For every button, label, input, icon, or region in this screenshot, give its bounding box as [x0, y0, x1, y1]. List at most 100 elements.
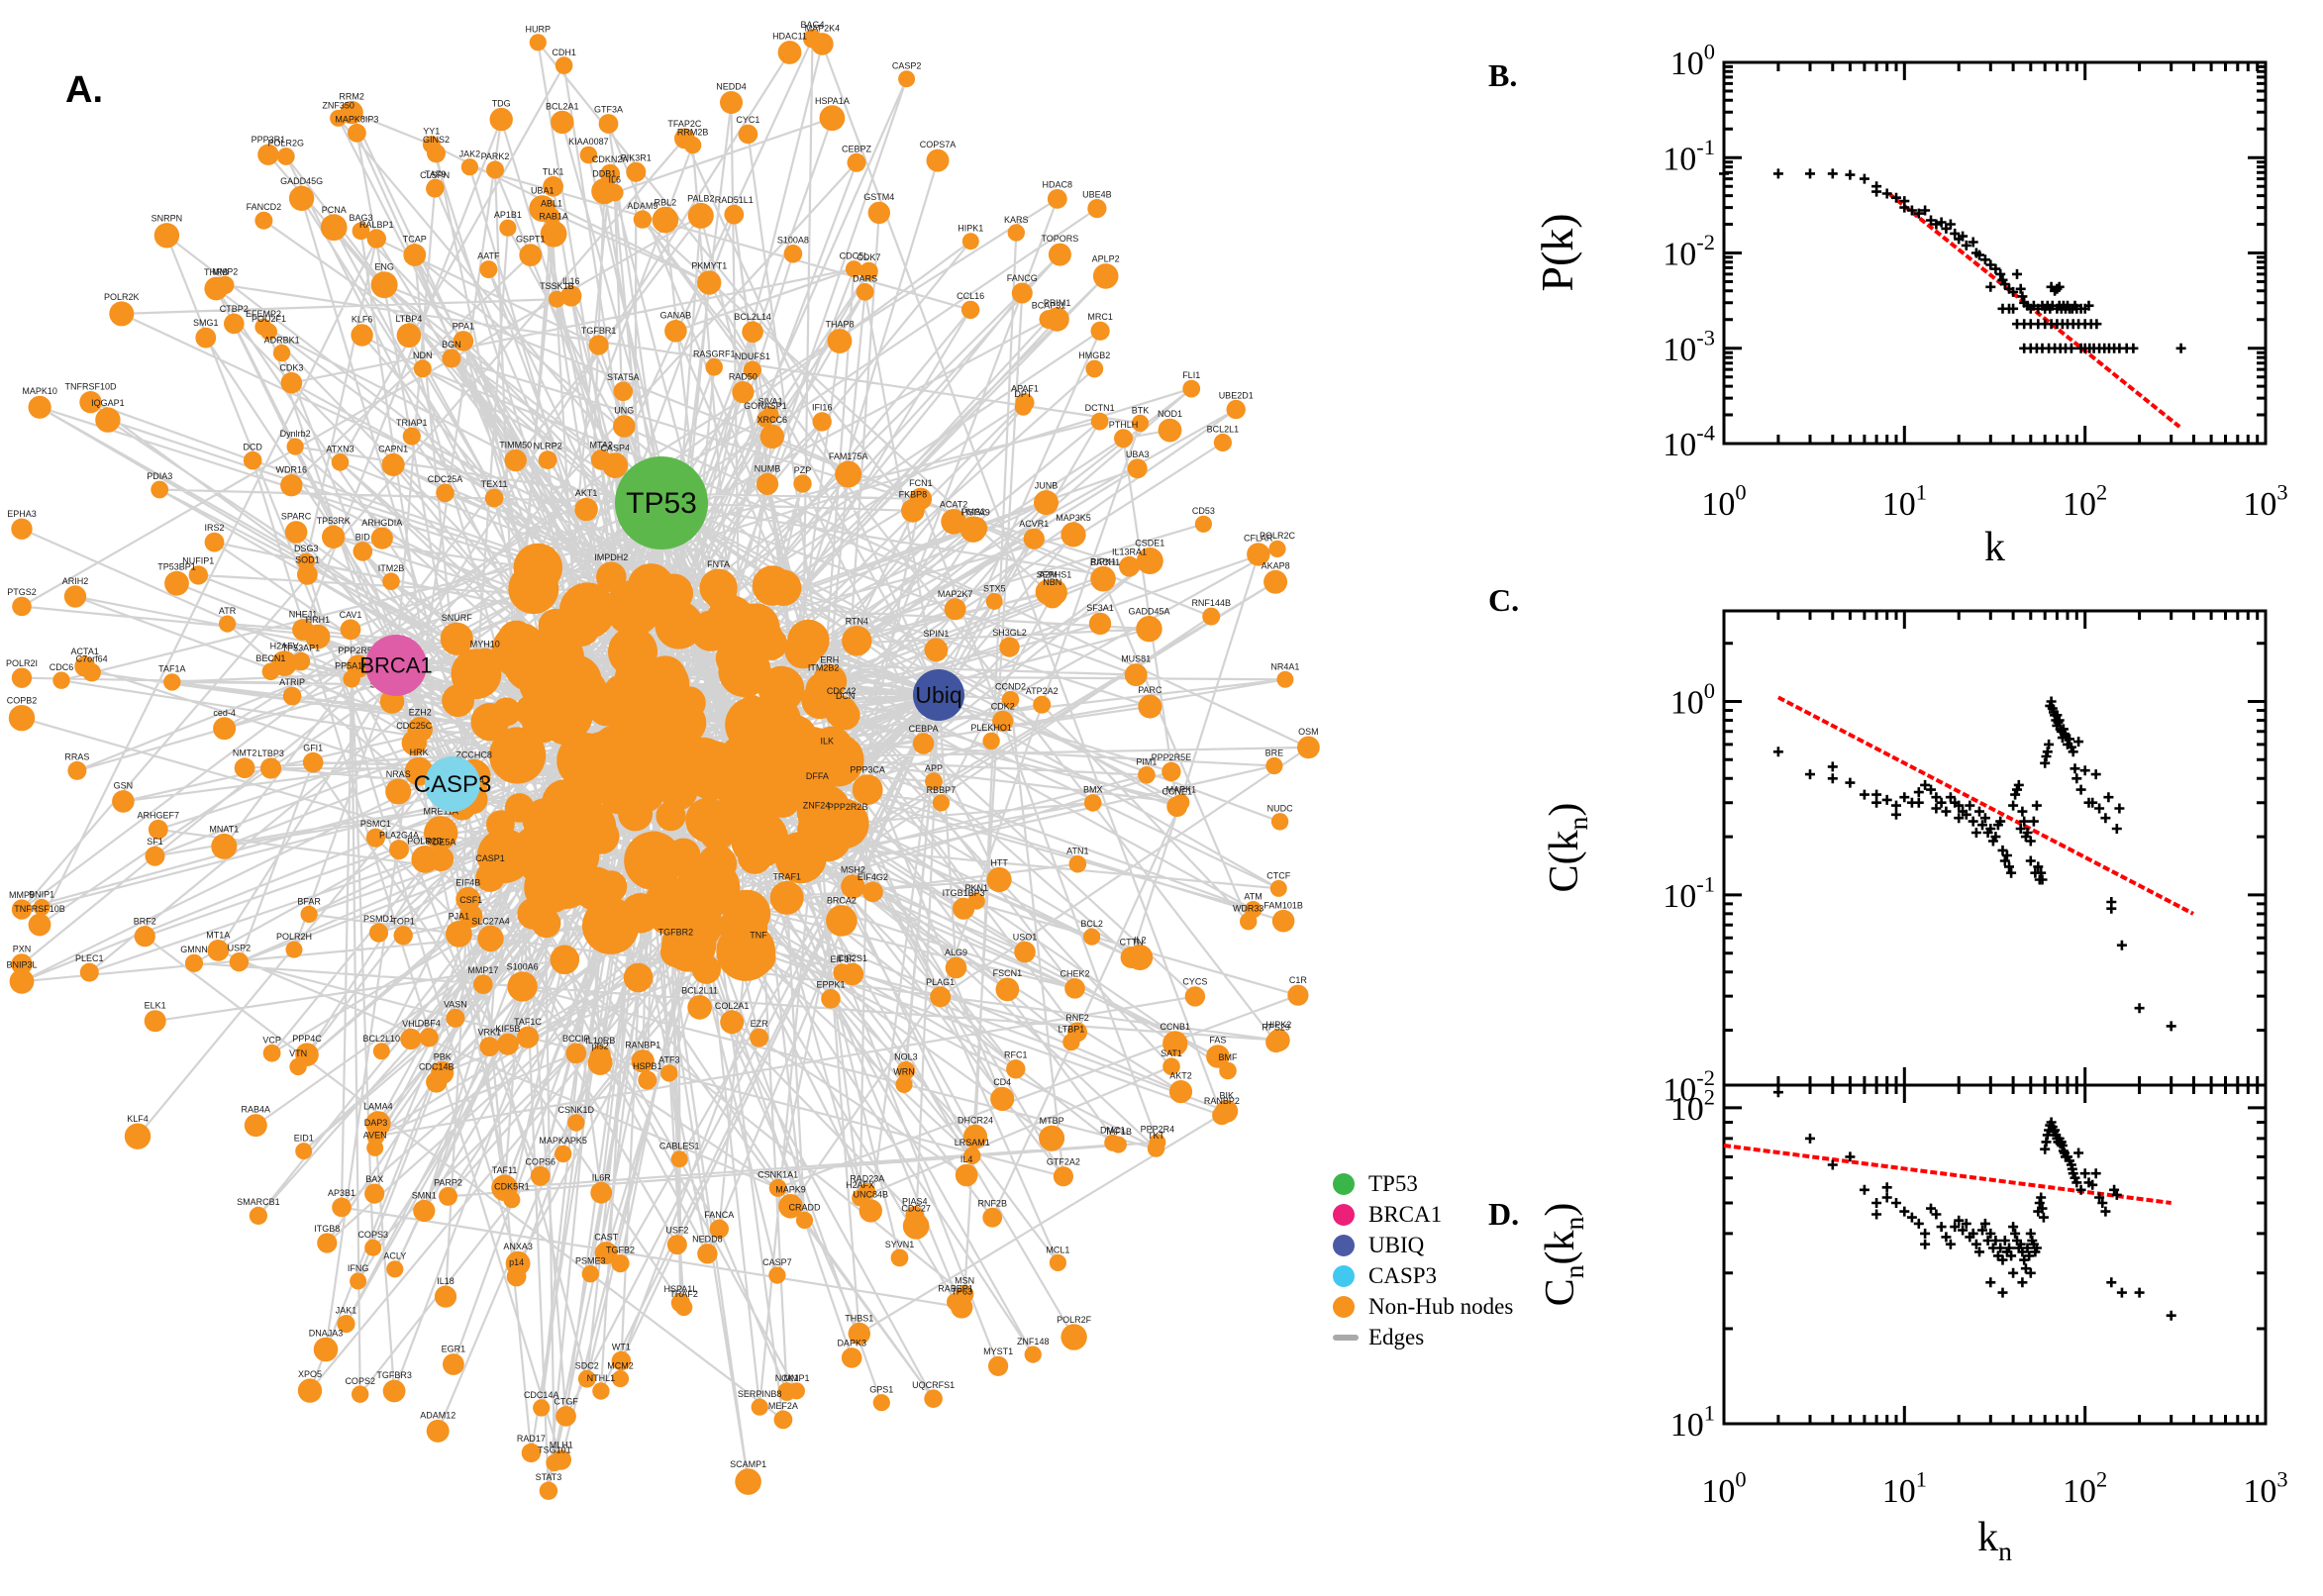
network-node [497, 620, 536, 657]
network-node [300, 905, 318, 924]
network-node-label: RASGRF1 [693, 349, 736, 359]
network-node [751, 1398, 768, 1416]
network-node [1215, 1099, 1239, 1123]
network-node-label: EZR [751, 1019, 769, 1029]
network-node-label: MMP9 [9, 890, 35, 900]
network-node-label: TOPORS [1041, 234, 1078, 244]
network-node [827, 329, 853, 353]
network-node-label: ATP2A2 [1026, 686, 1059, 696]
network-node-label: ced-4 [213, 708, 236, 718]
network-node [594, 1242, 618, 1265]
network-node [988, 1355, 1009, 1376]
network-node-label: ARIH2 [62, 576, 89, 586]
network-node [830, 700, 860, 731]
network-node-label: PMS2 [961, 507, 986, 517]
network-node-label: PSMC1 [360, 819, 391, 829]
network-node-label: ZNF350 [322, 100, 354, 110]
network-node [211, 833, 238, 859]
network-node-label: MAPK10 [22, 386, 57, 396]
network-node-label: AKT1 [575, 488, 598, 498]
network-node-label: ADAM12 [420, 1410, 455, 1420]
network-node-label: ZCCHC8 [455, 749, 492, 759]
network-node-label: C7orf64 [76, 653, 108, 663]
network-node-label: ELK1 [145, 1001, 166, 1011]
network-node [419, 1028, 439, 1047]
network-node [243, 450, 262, 470]
network-node [995, 977, 1020, 1002]
network-node [750, 1028, 769, 1047]
network-node-label: S100A8 [777, 235, 809, 245]
network-node-label: USF2 [665, 1226, 688, 1236]
network-node [841, 1347, 862, 1368]
network-node [79, 962, 99, 982]
network-node [1124, 663, 1148, 687]
network-node [1053, 1166, 1073, 1187]
network-node [598, 114, 619, 134]
network-node [366, 1139, 384, 1156]
network-node [1271, 909, 1295, 933]
panel-label-b: B. [1488, 57, 1518, 93]
network-node [11, 518, 33, 540]
network-node-label: SDC2 [575, 1360, 599, 1370]
plot-d: 102 101 100 101 102 103 kn Cn(kn) [1538, 1083, 2288, 1566]
network-node [1011, 282, 1033, 304]
network-node [618, 796, 654, 832]
network-node [627, 563, 675, 611]
network-node-label: KIAA0087 [568, 137, 609, 147]
hub-label: Ubiq [915, 682, 961, 708]
network-node-label: BCL2L1 [1207, 424, 1240, 434]
network-node [332, 1197, 352, 1218]
network-node-label: BRCA2 [827, 896, 857, 906]
network-node-label: THBS1 [845, 1313, 873, 1323]
network-node [276, 148, 295, 165]
network-node-label: PLEKHO1 [970, 723, 1012, 733]
network-node-label: MAPKAPK5 [539, 1136, 587, 1146]
network-node-label: UNC84B [854, 1190, 889, 1200]
network-node [896, 1060, 916, 1080]
network-node-label: EIF2S1 [838, 953, 867, 963]
network-node [453, 331, 474, 351]
hub-ubiq: Ubiq [913, 669, 964, 721]
network-node [955, 1163, 978, 1187]
network-node [890, 1248, 909, 1267]
plot-frame [1722, 609, 2268, 1087]
network-node [1168, 1080, 1193, 1104]
network-node [1213, 433, 1232, 452]
network-node [742, 321, 763, 344]
network-node [788, 1382, 805, 1400]
network-node [229, 952, 250, 972]
svg-text:Cn(kn): Cn(kn) [1538, 1203, 1589, 1307]
network-node [856, 282, 874, 301]
network-node-label: FANCD2 [247, 202, 282, 212]
network-node-label: HDAC11 [772, 32, 807, 42]
network-node-label: HRH1 [306, 615, 331, 625]
network-node [470, 702, 509, 742]
network-node [516, 1026, 540, 1048]
network-node-label: S100A6 [507, 962, 539, 972]
network-node-label: CLSPN [420, 170, 450, 180]
network-node [257, 144, 279, 165]
network-node [504, 793, 535, 823]
data-markers [1719, 168, 2186, 353]
network-node-label: OSM [1298, 727, 1319, 737]
network-node-label: UQCRFS1 [912, 1380, 955, 1390]
network-node-label: COPS3 [357, 1230, 388, 1240]
network-node-label: GSN [114, 781, 134, 791]
network-node-label: ACAT2 [940, 500, 967, 510]
network-node [656, 801, 686, 832]
network-node [533, 1399, 551, 1417]
network-node-label: SNRPN [152, 214, 183, 224]
network-node-label: CASP1 [475, 853, 505, 863]
network-node-label: RNF144B [1191, 598, 1231, 608]
network-node [1263, 569, 1288, 594]
network-node [898, 70, 916, 88]
network-node-label: CDC5L [840, 251, 869, 261]
network-node-label: NOL3 [894, 1051, 918, 1061]
svg-text:10-2: 10-2 [1663, 230, 1715, 272]
network-node [1147, 1140, 1165, 1157]
network-node [764, 569, 802, 606]
network-node [1266, 1029, 1290, 1052]
network-node [385, 778, 412, 805]
network-node-label: EGR1 [442, 1345, 466, 1354]
network-node [638, 1070, 657, 1090]
